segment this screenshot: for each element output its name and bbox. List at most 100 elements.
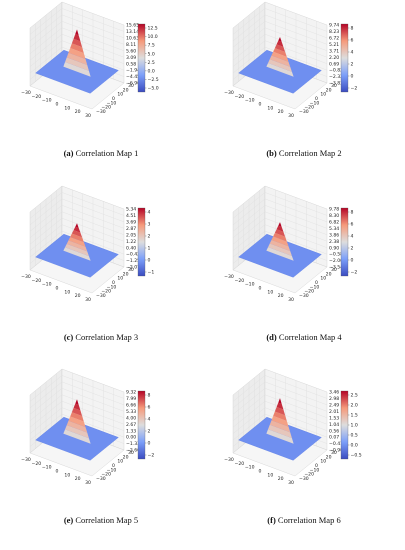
x-tick-label: −10 — [42, 282, 52, 288]
x-tick-label: −20 — [234, 94, 244, 100]
peak-layer — [68, 48, 86, 60]
x-tick-label: 20 — [75, 476, 81, 482]
y-tick-label: −20 — [101, 105, 111, 111]
y-tick-label: 30 — [331, 267, 337, 273]
y-tick-label: −20 — [101, 289, 111, 295]
z-tick-label: 1.53 — [329, 415, 339, 421]
z-tick-label: −0.82 — [329, 68, 343, 74]
colorbar-tick-label: 10.0 — [148, 34, 158, 40]
z-tick-label: −1.33 — [126, 441, 140, 447]
grid-line — [29, 407, 63, 434]
peak-layer — [75, 29, 79, 36]
grid-line — [29, 205, 63, 232]
y-tick-label: 20 — [123, 87, 129, 93]
peak-layer — [71, 230, 83, 238]
y-tick-label: −30 — [299, 109, 309, 115]
peak-layer — [269, 55, 291, 67]
grid-line — [264, 211, 328, 235]
z-tick-label: −0.58 — [329, 252, 343, 258]
y-tick-label: −20 — [101, 472, 111, 478]
peak-layer — [274, 229, 286, 237]
panel-caption: (b) Correlation Map 2 — [203, 148, 405, 158]
colorbar-tick-label: −2 — [148, 453, 155, 459]
z-tick-label: 3.09 — [126, 55, 136, 61]
z-tick-label: −0.42 — [126, 252, 140, 258]
grid-line — [264, 192, 328, 216]
surface-plot: −30−20−100102030−30−20−1001020309.327.99… — [21, 368, 155, 486]
grid-line — [61, 205, 125, 229]
colorbar-tick-label: 0 — [148, 258, 151, 264]
grid-line — [61, 27, 125, 51]
y-tick-label: 0 — [112, 463, 115, 469]
z-tick-label: 13.14 — [126, 29, 139, 35]
z-tick-label: 5.21 — [329, 42, 339, 48]
colorbar-tick-label: 1 — [148, 246, 151, 252]
grid-line — [61, 14, 125, 39]
colorbar-tick-label: −0.5 — [351, 453, 362, 459]
peak-layer — [266, 429, 294, 444]
peak-layer — [71, 38, 83, 48]
grid-line — [29, 218, 63, 245]
grid-line — [29, 40, 63, 67]
surface-plot: −30−20−100102030−30−20−1001020305.344.51… — [21, 185, 154, 303]
grid-line — [29, 34, 63, 61]
grid-line — [232, 27, 266, 54]
y-tick-label: 30 — [128, 450, 134, 456]
grid-line — [29, 224, 63, 251]
peak-layer — [276, 402, 284, 410]
surface-base — [35, 233, 119, 278]
x-tick-label: −30 — [21, 457, 31, 463]
z-tick-label: 3.46 — [329, 390, 339, 396]
z-tick-label: 1.22 — [126, 239, 136, 245]
grid-line — [264, 14, 328, 39]
surface-base — [238, 416, 322, 461]
peak-layer — [70, 233, 84, 243]
grid-line — [29, 381, 63, 409]
colorbar-tick-label: 6 — [351, 222, 354, 228]
caption-text: Correlation Map 3 — [73, 332, 139, 342]
z-tick-label: 9.32 — [126, 390, 136, 396]
y-tick-label: 30 — [128, 83, 134, 89]
z-tick-label: 0.69 — [329, 61, 339, 67]
caption-letter: (d) — [266, 332, 277, 342]
grid-line — [29, 14, 63, 42]
colorbar-tick-label: 0 — [351, 74, 354, 80]
grid-line — [232, 205, 266, 232]
caption-letter: (c) — [63, 332, 74, 342]
grid-line — [264, 394, 328, 418]
grid-line — [232, 218, 266, 245]
x-tick-label: 10 — [267, 472, 273, 478]
grid-line — [264, 388, 328, 412]
z-tick-label: −1.25 — [126, 258, 140, 264]
x-tick-label: −30 — [21, 90, 31, 96]
grid-line — [232, 375, 266, 402]
y-tick-label: 10 — [117, 459, 123, 465]
colorbar-tick-label: 4 — [351, 50, 354, 56]
y-tick-label: −20 — [304, 105, 314, 111]
caption-text: Correlation Map 6 — [275, 515, 341, 525]
colorbar-tick-label: 6 — [148, 405, 151, 411]
x-tick-label: −20 — [31, 278, 41, 284]
y-tick-label: −20 — [304, 472, 314, 478]
x-tick-label: −20 — [31, 94, 41, 100]
grid-line — [61, 192, 125, 216]
grid-line — [61, 8, 125, 32]
peak-layer — [273, 232, 287, 242]
grid-line — [29, 211, 63, 238]
peak-layer — [66, 420, 88, 433]
z-tick-label: −2.06 — [329, 258, 343, 264]
grid-line — [29, 198, 63, 226]
grid-line — [232, 46, 266, 74]
peak-layer — [269, 239, 291, 252]
x-tick-label: 20 — [278, 109, 284, 115]
x-tick-label: 10 — [64, 472, 70, 478]
caption-text: Correlation Map 4 — [276, 332, 342, 342]
y-tick-label: −10 — [107, 467, 117, 473]
grid-line — [29, 401, 63, 428]
grid-line — [29, 8, 63, 35]
grid-line — [264, 40, 328, 64]
colorbar — [340, 390, 349, 460]
caption-text: Correlation Map 2 — [276, 148, 342, 158]
colorbar-tick-label: 4 — [351, 234, 354, 240]
y-tick-label: −30 — [96, 476, 106, 482]
